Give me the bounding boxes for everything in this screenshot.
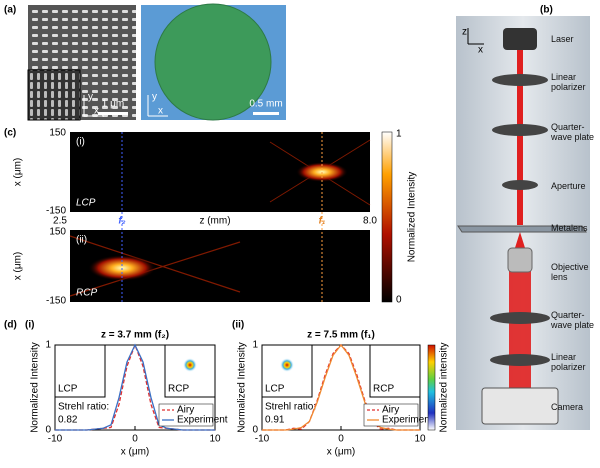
panel-label: (i) bbox=[25, 320, 34, 331]
legend-label: Experiment bbox=[177, 415, 228, 426]
component-label: Camera bbox=[551, 402, 584, 412]
camera bbox=[481, 387, 559, 425]
scale-label: 0.5 mm bbox=[249, 99, 282, 110]
y-tick-label: 150 bbox=[49, 128, 66, 139]
sem-inset bbox=[27, 69, 81, 121]
optic bbox=[490, 354, 550, 366]
legend-label: Airy bbox=[177, 405, 194, 416]
psf-image bbox=[183, 358, 197, 372]
psf-image bbox=[280, 358, 294, 372]
panel-label: (b) bbox=[540, 5, 553, 16]
y-tick-label: 1 bbox=[252, 340, 258, 351]
panel-label: (ii) bbox=[232, 320, 244, 331]
component-label: Quarter-wave plate bbox=[551, 310, 595, 330]
colorbar-tick: 0 bbox=[396, 295, 402, 306]
sub-label: (ii) bbox=[76, 235, 87, 246]
component-label: Quarter-wave plate bbox=[551, 122, 595, 142]
beam bbox=[517, 50, 523, 225]
colorbar-label: Normalized Intensity bbox=[407, 172, 418, 263]
y-tick-label: -150 bbox=[46, 206, 66, 217]
x-tick-label: 8.0 bbox=[363, 216, 377, 227]
legend-label: Airy bbox=[382, 405, 399, 416]
pol-label: LCP bbox=[265, 384, 285, 395]
y-tick-label: 1 bbox=[45, 340, 51, 351]
panel-label: (c) bbox=[4, 128, 16, 139]
component-label: Laser bbox=[551, 34, 574, 44]
axis-label: x bbox=[158, 106, 163, 117]
metalens-disc bbox=[154, 3, 272, 121]
optic bbox=[492, 124, 548, 136]
x-tick-label: 10 bbox=[414, 434, 426, 445]
series-line bbox=[55, 343, 215, 431]
x-axis-label: x (μm) bbox=[121, 447, 150, 458]
component-label: Linear polarizer bbox=[551, 72, 586, 92]
y-tick-label: 0 bbox=[45, 425, 51, 436]
beam bbox=[509, 270, 531, 388]
y-axis-label: x (μm) bbox=[13, 158, 24, 187]
scale-bar bbox=[253, 112, 279, 115]
x-tick-label: -10 bbox=[48, 434, 63, 445]
pol-label: RCP bbox=[373, 384, 394, 395]
sub-label: (i) bbox=[76, 137, 85, 148]
colorbar-label: Normalized intensity bbox=[439, 342, 450, 432]
x-axis-label: x (μm) bbox=[327, 447, 356, 458]
optic bbox=[490, 312, 550, 324]
chart-title: z = 7.5 mm (f₁) bbox=[307, 330, 375, 341]
y-tick-label: 150 bbox=[49, 227, 66, 238]
laser bbox=[503, 28, 537, 50]
axis-label: x bbox=[94, 106, 99, 117]
y-axis-label: Normalized Intensity bbox=[237, 342, 248, 433]
objective bbox=[507, 247, 533, 273]
axis-label: x bbox=[478, 45, 483, 56]
panel-label: (a) bbox=[4, 5, 16, 16]
colorbar bbox=[381, 131, 393, 303]
pol-label: RCP bbox=[168, 384, 189, 395]
strehl-value: 0.82 bbox=[58, 415, 78, 426]
x-axis-label: z (mm) bbox=[199, 216, 230, 227]
axis-label: y bbox=[152, 92, 157, 103]
axis-label: z bbox=[462, 27, 467, 38]
metalens-plate bbox=[457, 225, 587, 233]
optic bbox=[502, 180, 538, 190]
x-tick-label: 0 bbox=[132, 434, 138, 445]
scale-label: 1 μm bbox=[102, 99, 124, 110]
y-tick-label: 0 bbox=[252, 425, 258, 436]
axis-label: y bbox=[88, 92, 93, 103]
pol-label: LCP bbox=[58, 384, 78, 395]
series-line bbox=[262, 343, 420, 431]
y-tick-label: -150 bbox=[46, 296, 66, 307]
y-axis-label: x (μm) bbox=[13, 252, 24, 281]
legend-label: Experiment bbox=[382, 415, 433, 426]
chart-title: z = 3.7 mm (f₂) bbox=[101, 330, 169, 341]
strehl-value: 0.91 bbox=[265, 415, 285, 426]
focus-label: f₂ bbox=[118, 216, 125, 227]
focus-label: f₁ bbox=[319, 216, 326, 227]
component-label: Aperture bbox=[551, 181, 586, 191]
component-label: Metalens bbox=[551, 223, 588, 233]
component-label: Objective lens bbox=[551, 262, 589, 282]
strehl-label: Strehl ratio: bbox=[265, 402, 316, 413]
x-tick-label: 2.5 bbox=[53, 216, 67, 227]
x-tick-label: -10 bbox=[255, 434, 270, 445]
y-axis-label: Normalized Intensity bbox=[30, 342, 41, 433]
scale-bar bbox=[98, 112, 128, 115]
x-tick-label: 10 bbox=[209, 434, 221, 445]
colorbar bbox=[427, 344, 436, 431]
x-tick-label: 0 bbox=[338, 434, 344, 445]
pol-label: LCP bbox=[76, 198, 96, 209]
strehl-label: Strehl ratio: bbox=[58, 402, 109, 413]
component-label: Linear polarizer bbox=[551, 352, 586, 372]
panel-label: (d) bbox=[4, 320, 17, 331]
optic bbox=[492, 74, 548, 86]
pol-label: RCP bbox=[76, 288, 97, 299]
colorbar-tick: 1 bbox=[396, 129, 402, 140]
